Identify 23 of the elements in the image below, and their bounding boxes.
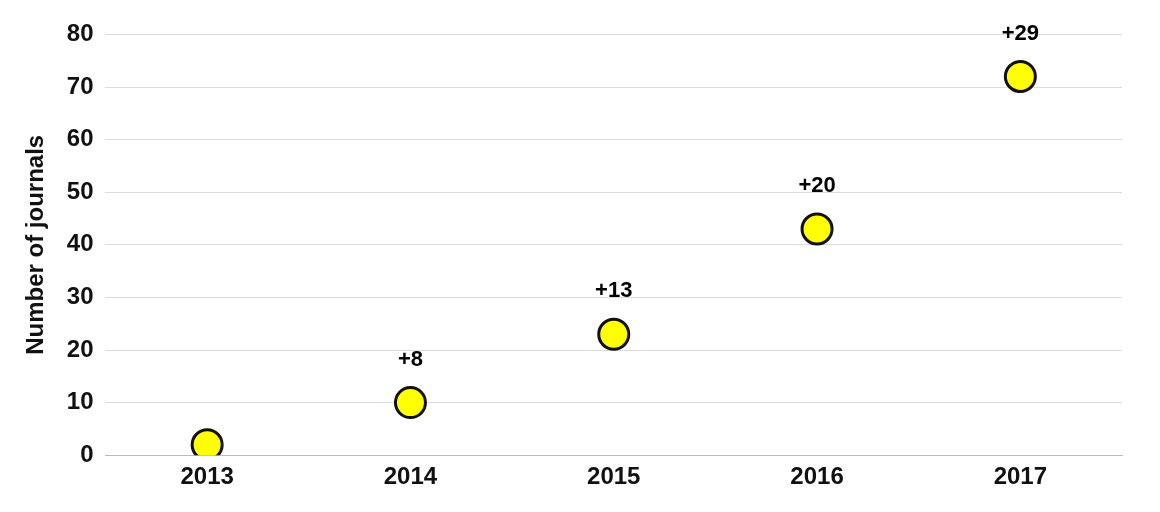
x-tick-label: 2017 bbox=[993, 462, 1048, 490]
y-tick-label: 50 bbox=[66, 176, 94, 204]
y-tick-label: 60 bbox=[66, 124, 94, 152]
annotation: +13 bbox=[595, 277, 633, 303]
x-tick-label: 2016 bbox=[790, 462, 844, 490]
y-tick-label: 0 bbox=[80, 439, 94, 467]
point bbox=[800, 212, 834, 246]
y-tick-label: 40 bbox=[66, 229, 94, 257]
y-tick-label: 10 bbox=[66, 387, 94, 415]
x-tick-label: 2014 bbox=[383, 462, 438, 490]
annotation: +8 bbox=[397, 345, 423, 371]
point bbox=[1003, 59, 1037, 93]
y-tick-label: 70 bbox=[66, 71, 94, 99]
point bbox=[393, 386, 427, 420]
y-axis-title: Number of journals bbox=[21, 134, 49, 355]
y-tick-label: 20 bbox=[66, 334, 94, 362]
point bbox=[597, 317, 631, 351]
x-tick-label: 2015 bbox=[587, 462, 641, 490]
x-tick-label: 2013 bbox=[180, 462, 234, 490]
y-tick-label: 30 bbox=[66, 282, 94, 310]
y-tick-label: 80 bbox=[66, 19, 94, 47]
annotation: +20 bbox=[798, 172, 836, 198]
annotation: +29 bbox=[1001, 19, 1040, 45]
